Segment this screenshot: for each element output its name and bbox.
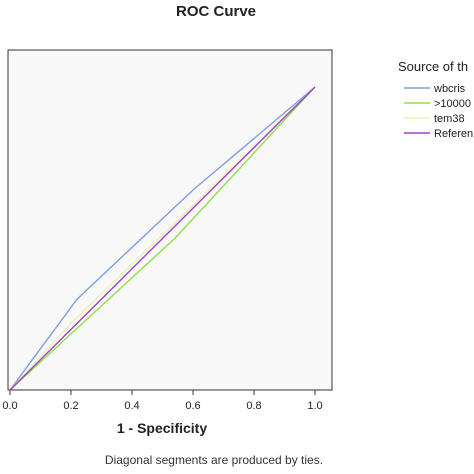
x-tick-label: 0.4 bbox=[124, 400, 139, 412]
x-tick-label: 1.0 bbox=[307, 400, 322, 412]
legend-title: Source of th bbox=[398, 59, 468, 74]
legend: wbcris >10000 tem38 Referen bbox=[404, 83, 473, 140]
series-line-1 bbox=[9, 86, 316, 391]
legend-label-0: wbcris bbox=[433, 83, 466, 95]
series-line-3 bbox=[9, 86, 316, 391]
series-line-2 bbox=[9, 86, 316, 391]
x-axis-ticks: 0.0 0.2 0.4 0.6 0.8 1.0 bbox=[2, 390, 323, 412]
series-line-0 bbox=[9, 86, 316, 391]
x-tick-label: 0.6 bbox=[185, 400, 200, 412]
x-tick-label: 0.0 bbox=[2, 400, 17, 412]
footnote: Diagonal segments are produced by ties. bbox=[105, 453, 323, 467]
series-layer bbox=[9, 86, 316, 391]
legend-label-2: tem38 bbox=[434, 113, 465, 125]
x-tick-label: 0.2 bbox=[63, 400, 78, 412]
x-tick-label: 0.8 bbox=[246, 400, 261, 412]
x-axis-label: 1 - Specificity bbox=[117, 420, 207, 436]
chart-title: ROC Curve bbox=[176, 3, 256, 20]
legend-label-1: >10000 bbox=[434, 98, 471, 110]
legend-label-3: Referen bbox=[434, 128, 473, 140]
